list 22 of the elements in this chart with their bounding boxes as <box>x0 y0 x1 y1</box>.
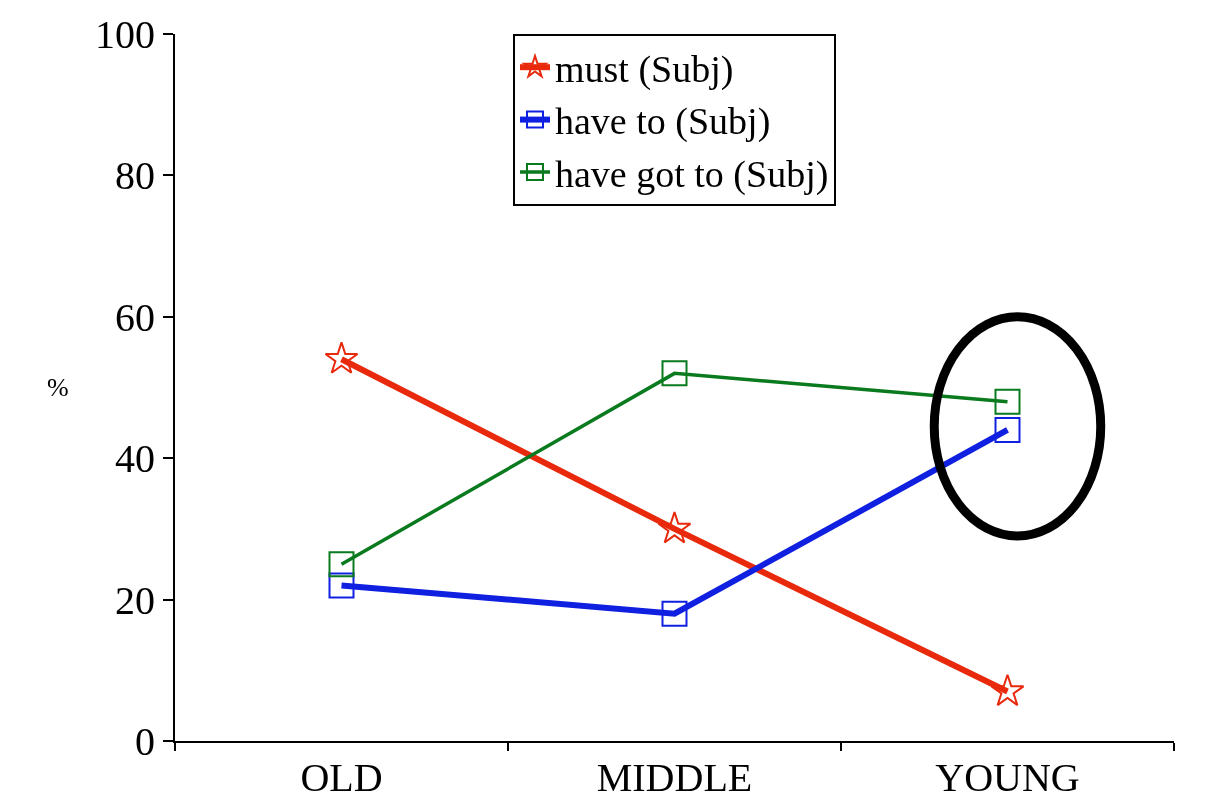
point <box>657 511 692 544</box>
x-tick-label: YOUNG <box>935 755 1080 800</box>
y-tick-label: 0 <box>135 719 155 764</box>
point <box>994 388 1021 415</box>
y-tick-label: 80 <box>115 153 155 199</box>
y-tick-label: 40 <box>115 436 155 482</box>
legend-label: must (Subj) <box>555 48 734 92</box>
point <box>661 600 688 627</box>
point <box>324 341 359 374</box>
y-axis-title: % <box>47 373 69 402</box>
legend-label: have to (Subj) <box>555 100 771 144</box>
y-tick-label: 60 <box>115 294 155 340</box>
point <box>328 551 355 578</box>
point <box>994 416 1021 443</box>
x-tick-label: OLD <box>300 755 383 800</box>
point <box>661 360 688 387</box>
legend-label: have got to (Subj) <box>555 152 829 196</box>
x-tick-label: MIDDLE <box>596 755 753 800</box>
y-tick-label: 100 <box>95 12 155 57</box>
y-tick-label: 20 <box>115 577 155 623</box>
point <box>328 572 355 599</box>
point <box>990 673 1025 707</box>
